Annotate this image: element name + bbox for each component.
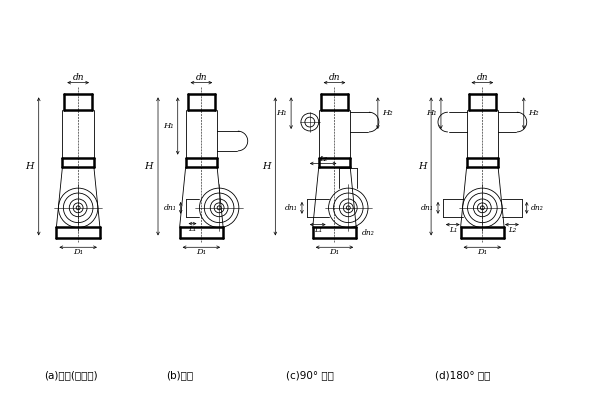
Text: D₁: D₁ [73,248,83,256]
Text: dn₁: dn₁ [164,204,177,212]
Text: dn: dn [72,73,84,82]
Text: L₂: L₂ [319,154,327,163]
Text: dn₁: dn₁ [421,204,434,212]
Text: H₁: H₁ [277,109,287,117]
Text: H: H [145,162,153,171]
Text: H₁: H₁ [163,122,174,130]
Text: dn₂: dn₂ [530,204,544,212]
Text: (c)90° 四通: (c)90° 四通 [286,371,334,380]
Text: H₂: H₂ [382,109,392,117]
Text: D₁: D₁ [330,248,340,256]
Text: L₁: L₁ [449,226,457,233]
Text: H₁: H₁ [426,109,437,117]
Text: L₁: L₁ [313,226,322,233]
Text: (b)三通: (b)三通 [166,371,193,380]
Text: H: H [25,162,34,171]
Text: dn₁: dn₁ [285,204,298,212]
Text: H: H [418,162,426,171]
Text: D₁: D₁ [477,248,488,256]
Text: (a)直通(无分支): (a)直通(无分支) [45,371,98,380]
Text: H₂: H₂ [527,109,538,117]
Text: L₁: L₁ [188,224,197,233]
Text: H: H [262,162,271,171]
Text: dn₂: dn₂ [362,230,375,237]
Text: dn: dn [477,73,488,82]
Text: D₁: D₁ [196,248,206,256]
Text: L₂: L₂ [508,226,516,233]
Text: dn: dn [329,73,340,82]
Text: (d)180° 四通: (d)180° 四通 [435,371,491,380]
Text: dn: dn [195,73,207,82]
